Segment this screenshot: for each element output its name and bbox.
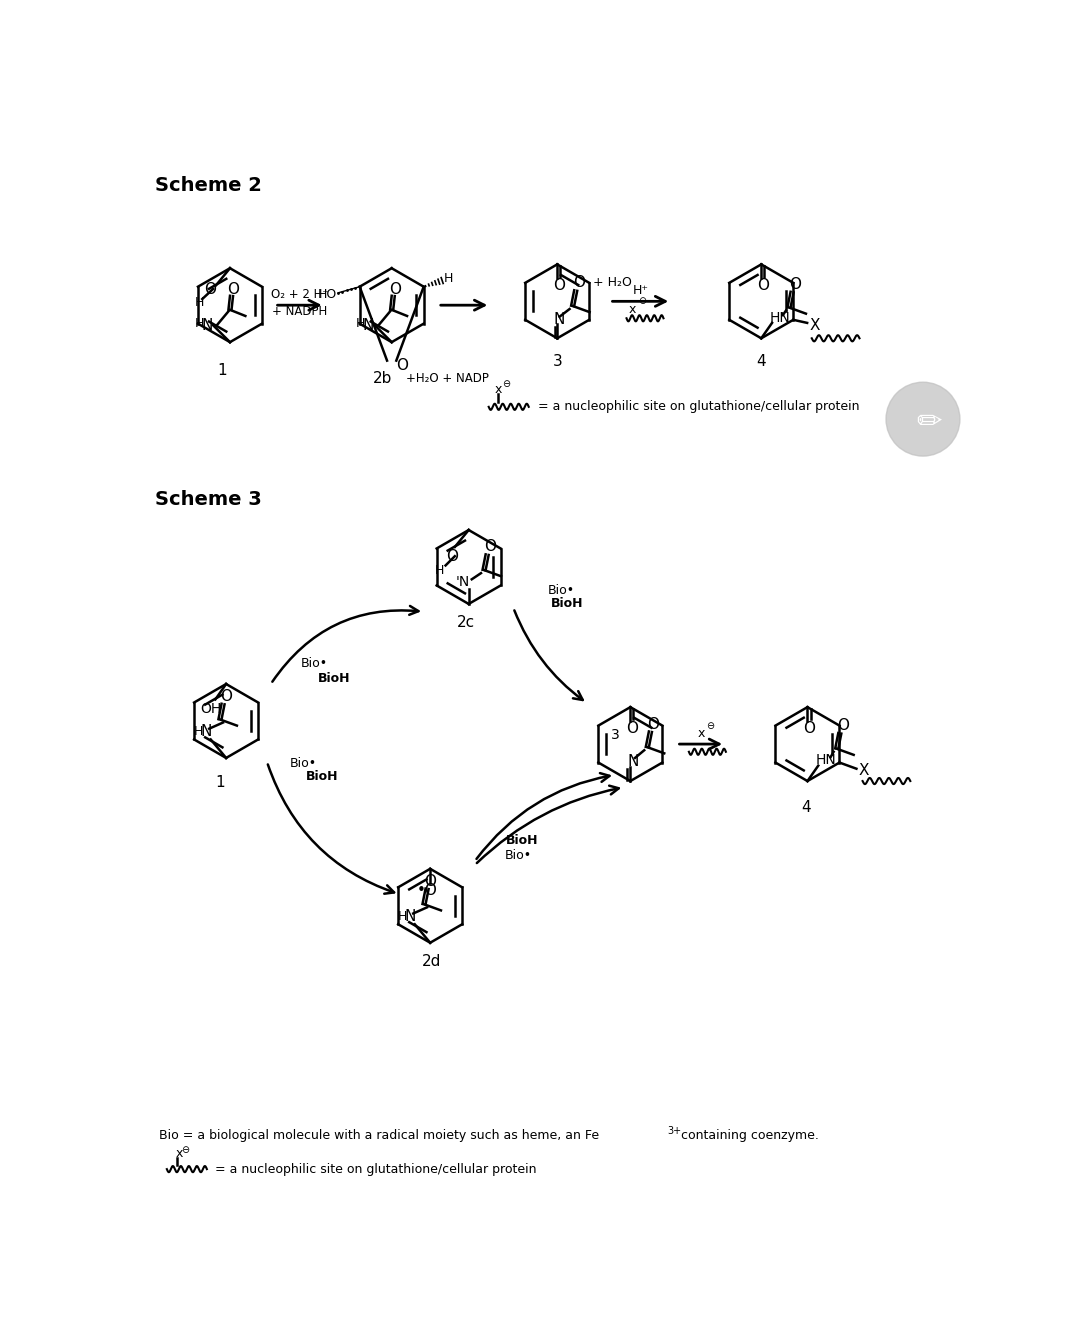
Text: O: O — [220, 688, 232, 704]
Text: x: x — [629, 302, 637, 315]
Text: O: O — [789, 277, 801, 291]
Text: OH: OH — [200, 702, 221, 716]
Text: N: N — [363, 318, 374, 332]
Text: + NADPH: + NADPH — [272, 305, 328, 318]
Text: ⊖: ⊖ — [503, 379, 510, 389]
Text: O: O — [647, 716, 659, 732]
Text: H: H — [194, 726, 203, 739]
Text: O: O — [552, 278, 564, 294]
Text: N: N — [405, 910, 415, 924]
Text: Bio•: Bio• — [505, 849, 532, 862]
Text: H: H — [398, 910, 407, 923]
Text: O: O — [396, 357, 409, 373]
Text: HN: HN — [816, 753, 836, 767]
Text: ✏: ✏ — [916, 408, 942, 437]
Text: BioH: BioH — [317, 673, 351, 685]
Text: 2d: 2d — [422, 953, 441, 969]
Text: O: O — [803, 722, 815, 736]
Text: 2c: 2c — [456, 614, 475, 630]
Text: H: H — [443, 273, 453, 286]
Text: O: O — [573, 275, 585, 290]
Text: BioH: BioH — [306, 771, 339, 782]
Text: H: H — [194, 295, 204, 308]
Text: Bio•: Bio• — [289, 757, 316, 769]
Text: = a nucleophilic site on glutathione/cellular protein: = a nucleophilic site on glutathione/cel… — [538, 400, 860, 413]
Text: 1: 1 — [215, 775, 224, 790]
Text: O: O — [626, 722, 638, 736]
Text: 2b: 2b — [372, 371, 392, 385]
Text: + H₂O: + H₂O — [593, 275, 632, 289]
Text: H: H — [194, 318, 204, 330]
Text: O: O — [756, 278, 769, 294]
Text: N: N — [201, 724, 211, 739]
Text: Bio = a biological molecule with a radical moiety such as heme, an Fe: Bio = a biological molecule with a radic… — [159, 1129, 599, 1141]
Text: O: O — [837, 718, 849, 733]
Text: 3: 3 — [552, 354, 562, 369]
Text: O: O — [388, 282, 400, 298]
Text: H: H — [435, 564, 445, 576]
Text: O₂ + 2 H⁺: O₂ + 2 H⁺ — [271, 287, 329, 301]
Text: x: x — [697, 727, 705, 740]
Text: BioH: BioH — [551, 597, 584, 610]
Text: O: O — [204, 282, 216, 297]
Text: HO: HO — [317, 287, 337, 301]
Text: X: X — [809, 319, 820, 334]
Text: O: O — [484, 539, 496, 555]
Text: +H₂O + NADP: +H₂O + NADP — [406, 372, 489, 385]
Text: N: N — [554, 311, 564, 327]
Text: x: x — [176, 1147, 183, 1160]
Text: Scheme 2: Scheme 2 — [154, 176, 261, 195]
Text: O: O — [424, 874, 436, 888]
Text: 3: 3 — [611, 728, 619, 741]
Circle shape — [886, 383, 960, 455]
Text: 4: 4 — [801, 800, 810, 814]
Text: •O: •O — [416, 883, 437, 898]
Text: 'N: 'N — [455, 576, 469, 589]
Text: X: X — [859, 763, 870, 777]
Text: Bio•: Bio• — [301, 657, 328, 670]
Text: HN: HN — [769, 311, 790, 326]
Text: Scheme 3: Scheme 3 — [154, 490, 261, 508]
Text: containing coenzyme.: containing coenzyme. — [677, 1129, 819, 1141]
Text: 1: 1 — [218, 363, 227, 379]
Text: ⊖: ⊖ — [638, 297, 646, 306]
Text: N: N — [628, 753, 639, 768]
Text: H: H — [356, 318, 366, 330]
Text: = a nucleophilic site on glutathione/cellular protein: = a nucleophilic site on glutathione/cel… — [215, 1162, 536, 1176]
Text: 3+: 3+ — [667, 1125, 682, 1136]
Text: O: O — [446, 548, 457, 564]
Text: N: N — [201, 318, 213, 332]
Text: O: O — [227, 282, 240, 298]
Text: x: x — [494, 384, 502, 396]
Text: 4: 4 — [756, 354, 766, 369]
Text: Bio•: Bio• — [547, 584, 575, 597]
Text: H⁺: H⁺ — [632, 285, 648, 297]
Text: ⊖: ⊖ — [707, 720, 714, 731]
Text: ⊖: ⊖ — [180, 1145, 189, 1155]
Text: BioH: BioH — [506, 834, 538, 847]
